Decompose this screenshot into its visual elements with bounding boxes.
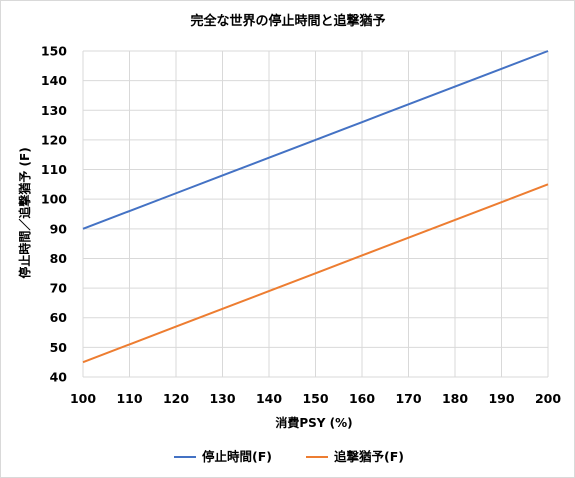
y-tick-label: 90	[50, 221, 68, 236]
x-tick-label: 200	[535, 391, 561, 406]
series-line-2	[82, 183, 549, 364]
x-tick-label: 190	[488, 391, 514, 406]
y-tick-label: 150	[41, 44, 67, 59]
series-line-1	[82, 50, 549, 230]
y-tick-labels: 40 50 60 70 80 90 100 110 120 130 140 150	[41, 44, 67, 385]
x-tick-label: 160	[349, 391, 375, 406]
x-tick-label: 180	[442, 391, 468, 406]
y-tick-label: 100	[41, 192, 67, 207]
y-tick-label: 40	[50, 370, 68, 385]
x-tick-label: 110	[116, 391, 142, 406]
x-tick-label: 120	[163, 391, 189, 406]
y-axis-title: 停止時間／追撃猶予 (F)	[17, 147, 32, 278]
chart-title: 完全な世界の停止時間と追撃猶予	[190, 13, 385, 29]
y-tick-label: 110	[41, 162, 67, 177]
x-tick-label: 140	[256, 391, 282, 406]
gridlines	[82, 50, 549, 378]
y-tick-label: 60	[50, 310, 68, 325]
y-tick-label: 50	[50, 340, 68, 355]
legend: 停止時間(F) 追撃猶予(F)	[174, 449, 404, 464]
x-tick-labels: 100 110 120 130 140 150 160 170 180 190 200	[70, 391, 561, 406]
y-tick-label: 140	[41, 73, 67, 88]
x-tick-label: 170	[395, 391, 421, 406]
y-tick-label: 70	[50, 281, 68, 296]
x-tick-label: 130	[209, 391, 235, 406]
legend-label: 停止時間(F)	[202, 449, 272, 464]
y-tick-label: 80	[50, 251, 68, 266]
x-axis-title: 消費PSY (%)	[275, 415, 352, 430]
legend-label: 追撃猶予(F)	[334, 449, 404, 464]
y-tick-label: 130	[41, 103, 67, 118]
series-lines	[82, 50, 549, 364]
x-tick-label: 100	[70, 391, 96, 406]
y-tick-label: 120	[41, 132, 67, 147]
x-tick-label: 150	[302, 391, 328, 406]
